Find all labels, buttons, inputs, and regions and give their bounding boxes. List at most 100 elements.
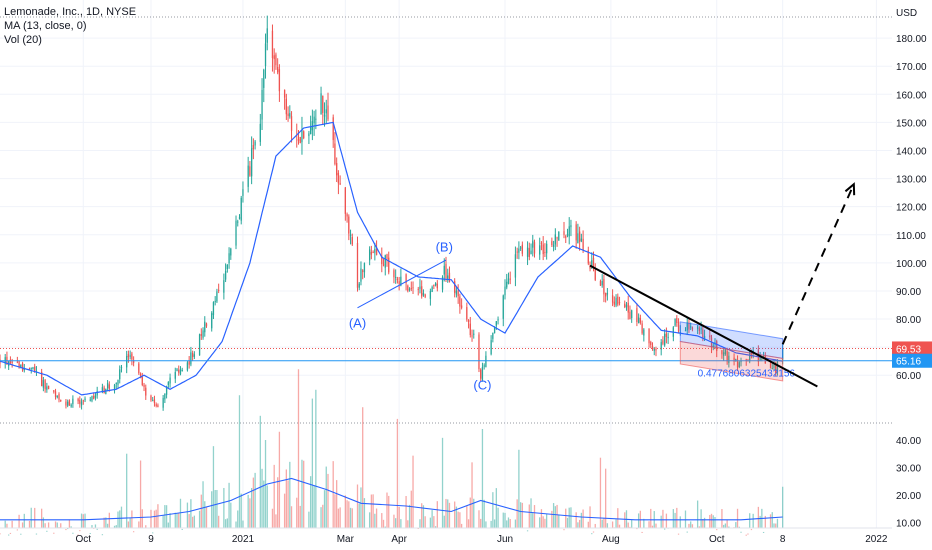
volume-bar — [648, 521, 650, 528]
volume-bar — [375, 508, 378, 528]
price-tick-label: 160.00 — [896, 90, 927, 101]
candle-body — [360, 268, 362, 282]
volume-bar — [509, 519, 511, 528]
candle-body — [618, 302, 621, 304]
candle-body — [749, 351, 751, 362]
volume-bar — [101, 534, 104, 536]
candle-body — [504, 286, 506, 296]
volume-bar — [400, 519, 402, 528]
chart-legend: Lemonade, Inc., 1D, NYSE MA (13, close, … — [4, 5, 136, 47]
candle-body — [665, 333, 668, 338]
volume-bar — [178, 513, 180, 528]
candle-body — [193, 354, 196, 357]
volume-bar — [578, 519, 581, 528]
volume-bar — [53, 532, 55, 534]
symbol-legend[interactable]: Lemonade, Inc., 1D, NYSE — [4, 6, 137, 18]
volume-bar — [624, 512, 626, 528]
candle-body — [337, 172, 340, 184]
volume-bar — [103, 517, 105, 528]
volume-bar — [422, 505, 425, 528]
candle-body — [278, 69, 281, 92]
volume-bar — [325, 466, 327, 528]
volume-bar — [94, 524, 97, 528]
volume-bar — [419, 519, 421, 528]
candle-body — [481, 367, 484, 380]
candle-body — [407, 285, 409, 292]
volume-bar — [252, 477, 255, 528]
volume-bar — [287, 480, 289, 528]
volume-bar — [421, 503, 423, 528]
candle-body — [214, 300, 216, 302]
candle-body — [448, 272, 451, 282]
candle-body — [283, 89, 286, 98]
volume-bar — [454, 501, 456, 528]
candle-body — [641, 323, 643, 334]
candle-body — [457, 290, 459, 297]
candle-body — [351, 237, 353, 245]
candle-body — [716, 341, 718, 352]
candle-body — [289, 113, 291, 117]
candle-body — [11, 361, 13, 364]
volume-bar — [736, 508, 739, 528]
volume-bar — [370, 494, 373, 528]
candle-body — [42, 380, 45, 388]
volume-bar — [532, 513, 534, 528]
candle-body — [565, 236, 567, 238]
volume-bar — [30, 507, 32, 528]
price-tick-label: 100.00 — [896, 259, 927, 270]
channel-lower-zone — [679, 340, 784, 382]
candle-body — [301, 129, 303, 143]
volume-bar — [740, 531, 742, 533]
volume-legend[interactable]: Vol (20) — [4, 34, 42, 46]
volume-bar — [374, 513, 376, 528]
volume-bar — [735, 522, 737, 528]
volume-bar — [297, 369, 300, 528]
candle-body — [539, 245, 541, 255]
candle-body — [551, 241, 553, 246]
candle-body — [65, 401, 67, 406]
candle-body — [735, 358, 737, 362]
candle-body — [660, 342, 662, 350]
volume-bar — [750, 529, 753, 531]
volume-bar — [782, 486, 784, 528]
volume-bar — [249, 498, 251, 528]
time-tick-label: Aug — [602, 534, 620, 545]
price-tick-label: 110.00 — [896, 231, 926, 242]
candle-body — [589, 266, 591, 269]
time-axis[interactable]: Oct 9 2021 Mar Apr Jun Aug Oct 8 2022 — [0, 527, 892, 545]
candle-body — [495, 321, 497, 326]
volume-bar — [174, 512, 176, 528]
volume-bar — [533, 505, 536, 528]
candle-body — [240, 197, 242, 221]
volume-bar — [721, 509, 723, 528]
volume-bar — [481, 429, 484, 528]
candle-body — [348, 216, 350, 234]
volume-bar — [384, 526, 386, 528]
drawings: 0.4776806325432156 (A) (B) (C) — [0, 182, 892, 392]
candle-body — [738, 362, 740, 368]
volume-bar — [582, 509, 584, 528]
candle-body — [519, 247, 522, 249]
ma-legend[interactable]: MA (13, close, 0) — [4, 20, 87, 32]
volume-bar — [611, 521, 614, 528]
candle-body — [611, 295, 614, 303]
candle-body — [325, 109, 327, 114]
candle-body — [556, 237, 558, 239]
candle-body — [398, 281, 400, 284]
volume-bar — [204, 501, 206, 528]
volume-bar — [117, 511, 119, 528]
volume-bar — [40, 508, 43, 528]
volume-bar — [0, 533, 1, 535]
volume-bar — [152, 532, 154, 534]
candle-body — [44, 380, 46, 390]
volume-bar — [278, 431, 281, 528]
candle-body — [447, 275, 449, 279]
volume-bar — [4, 520, 6, 528]
candle-body — [303, 131, 305, 139]
price-axis[interactable]: USD60.0070.0080.0090.00100.00110.00120.0… — [892, 0, 932, 550]
descending-trendline — [589, 264, 818, 388]
candle-body — [54, 391, 57, 397]
volume-bar — [752, 513, 754, 528]
volume-bar — [349, 507, 352, 528]
